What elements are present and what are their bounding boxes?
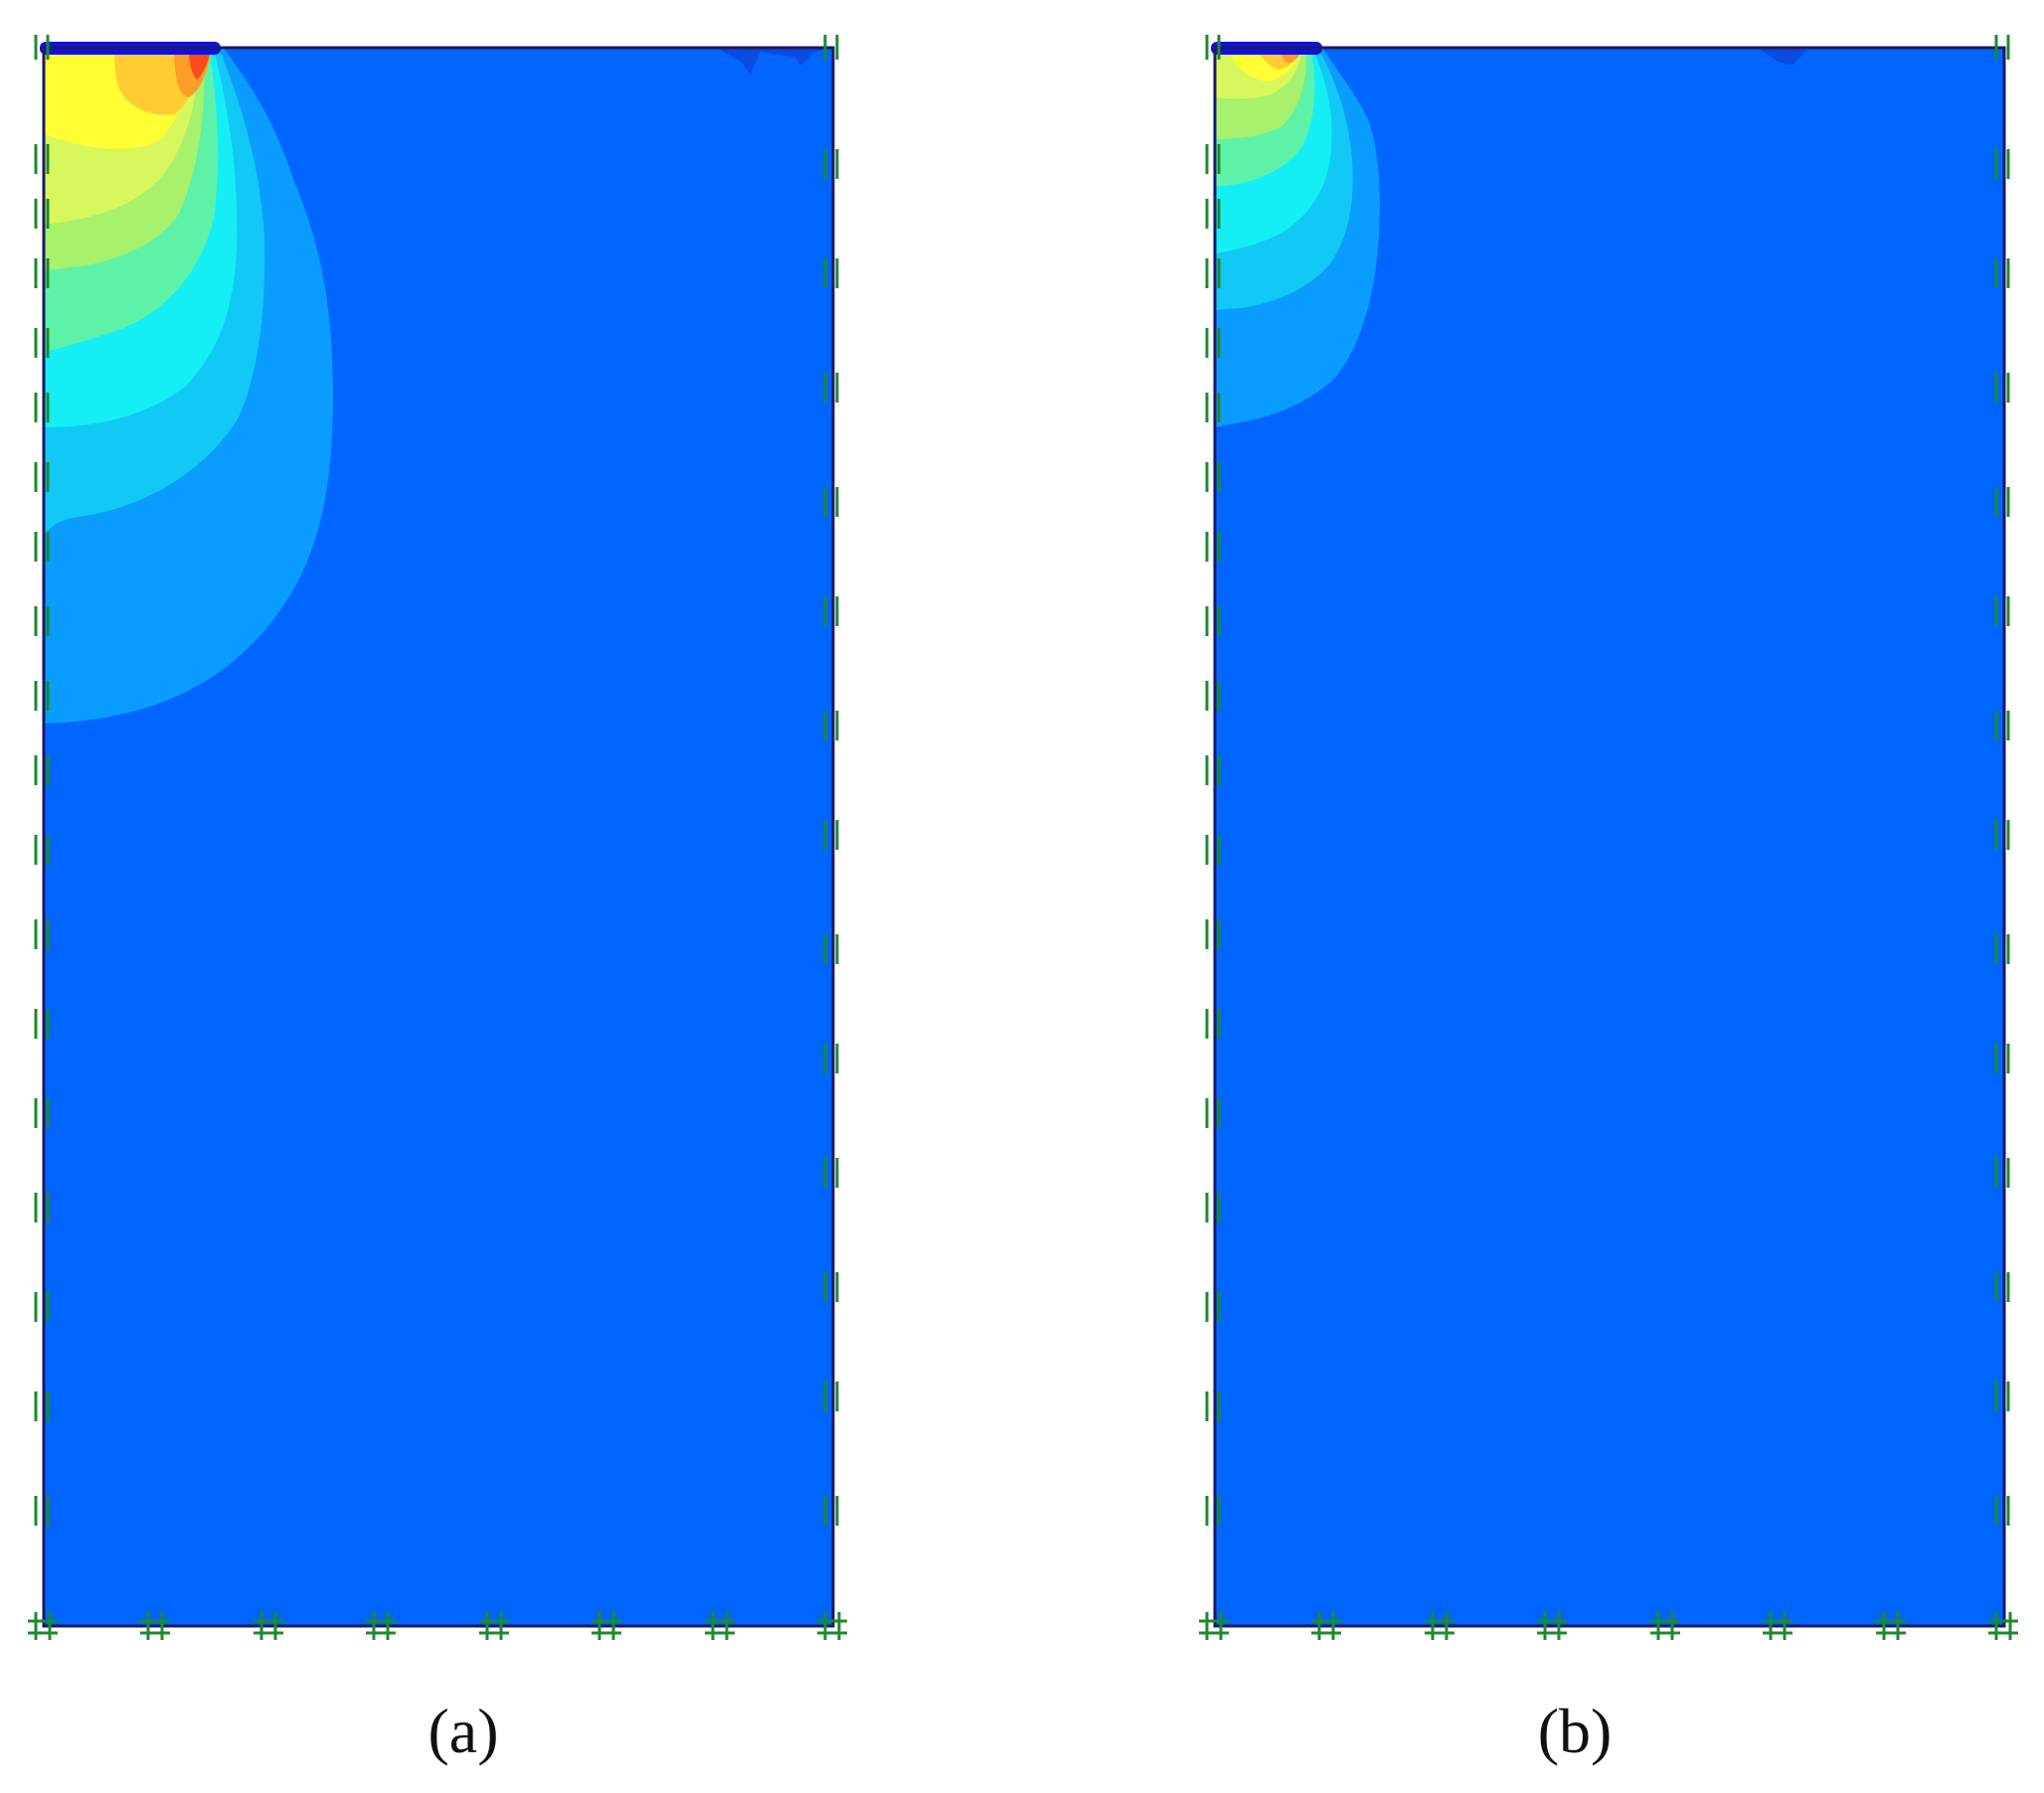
model-outline — [42, 46, 835, 1628]
caption-a: (a) — [427, 1696, 499, 1766]
base-fixed-supports — [1199, 1612, 2018, 1640]
model-outline — [1213, 46, 2006, 1628]
contour-plot-b — [1199, 35, 2018, 1640]
caption-b: (b) — [1537, 1696, 1613, 1766]
panel-b — [1171, 0, 2044, 1690]
left-roller-supports — [1205, 35, 1221, 1526]
right-roller-supports — [1994, 35, 2010, 1526]
right-roller-supports — [823, 35, 839, 1526]
contour-plot-a — [28, 35, 847, 1640]
base-fixed-supports — [28, 1612, 847, 1640]
surface-artifact — [716, 48, 833, 74]
left-roller-supports — [34, 35, 50, 1526]
panel-a — [0, 0, 875, 1690]
surface-artifact — [1758, 48, 1807, 66]
contour-band-10 — [189, 48, 211, 80]
